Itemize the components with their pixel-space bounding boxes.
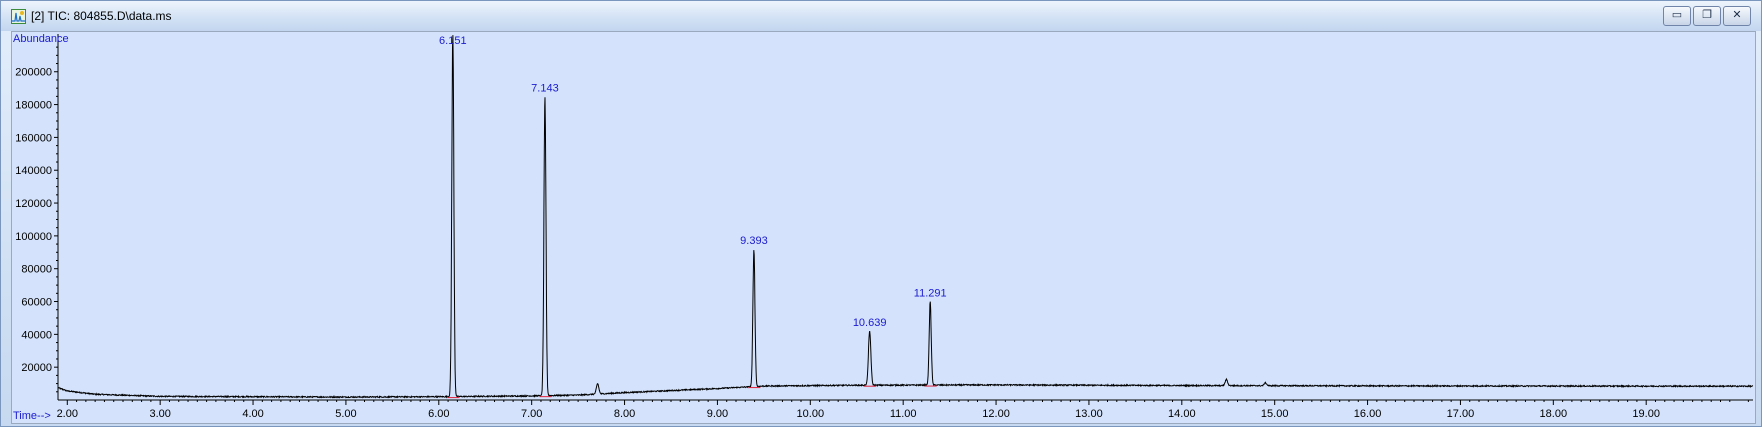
- x-tick-label: 14.00: [1168, 408, 1196, 420]
- chromatogram-plot-area[interactable]: 20000 40000 60000 80000 100000 120000 140000 16…: [11, 31, 1756, 424]
- x-tick-label: 12.00: [982, 408, 1010, 420]
- x-tick-label: 8.00: [614, 408, 635, 420]
- window-controls: ▭ ❐ ✕: [1663, 6, 1751, 26]
- restore-button[interactable]: ❐: [1693, 6, 1721, 26]
- peak-label: 11.291: [914, 288, 947, 300]
- x-tick-label: 15.00: [1261, 408, 1289, 420]
- chromatogram-chart: 20000 40000 60000 80000 100000 120000 140000 16…: [13, 33, 1754, 422]
- peak-label: 6.151: [439, 35, 467, 47]
- x-tick-label: 2.00: [57, 408, 78, 420]
- peak-label: 7.143: [531, 82, 559, 94]
- close-icon: ✕: [1732, 9, 1742, 21]
- chromatogram-app-icon: [11, 9, 26, 24]
- x-tick-label: 9.00: [707, 408, 728, 420]
- y-tick-label: 160000: [15, 132, 52, 144]
- window-title: [2] TIC: 804855.D\data.ms: [31, 9, 172, 23]
- y-tick-label: 40000: [21, 329, 52, 341]
- y-tick-label: 180000: [15, 100, 52, 112]
- x-tick-label: 17.00: [1447, 408, 1475, 420]
- peak-label: 9.393: [740, 235, 768, 247]
- close-button[interactable]: ✕: [1723, 6, 1751, 26]
- x-tick-label: 18.00: [1540, 408, 1568, 420]
- x-tick-label: 13.00: [1075, 408, 1103, 420]
- x-tick-label: 10.00: [797, 408, 825, 420]
- title-bar[interactable]: [2] TIC: 804855.D\data.ms ▭ ❐ ✕: [1, 1, 1761, 31]
- x-tick-label: 5.00: [335, 408, 356, 420]
- x-tick-label: 7.00: [521, 408, 542, 420]
- tic-trace-line: [57, 35, 1754, 400]
- minimize-icon: ▭: [1671, 9, 1683, 21]
- y-tick-label: 120000: [15, 198, 52, 210]
- x-tick-label: 6.00: [428, 408, 449, 420]
- x-tick-label: 3.00: [149, 408, 170, 420]
- x-tick-label: 19.00: [1632, 408, 1660, 420]
- y-tick-label: 80000: [21, 264, 52, 276]
- y-tick-label: 200000: [15, 67, 52, 79]
- peak-label: 10.639: [853, 317, 887, 329]
- x-tick-label: 11.00: [890, 408, 917, 420]
- minimize-button[interactable]: ▭: [1663, 6, 1691, 26]
- restore-icon: ❐: [1702, 9, 1712, 21]
- x-axis-label: Time-->: [13, 410, 51, 422]
- y-tick-label: 20000: [21, 362, 52, 374]
- x-tick-label: 16.00: [1354, 408, 1382, 420]
- y-axis-label: Abundance: [13, 33, 69, 45]
- y-tick-label: 140000: [15, 165, 52, 177]
- y-tick-label: 60000: [21, 297, 52, 309]
- y-tick-label: 100000: [15, 231, 52, 243]
- x-tick-label: 4.00: [242, 408, 263, 420]
